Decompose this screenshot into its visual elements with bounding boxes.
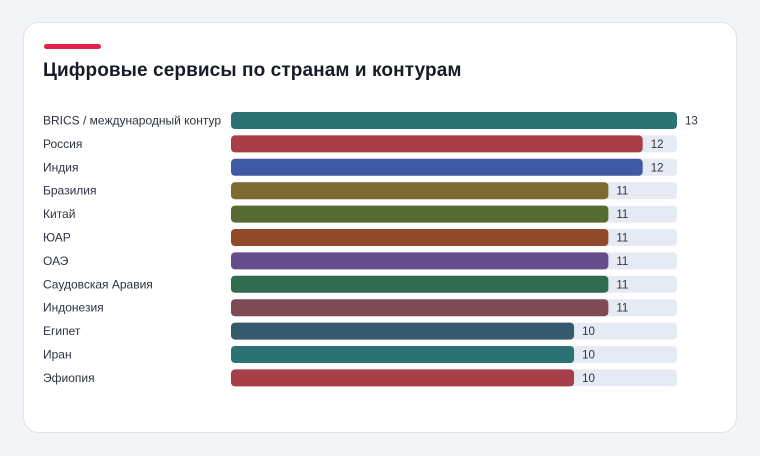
bar-row: Иран 10 [43, 346, 677, 363]
category-label: BRICS / международный контур [43, 114, 221, 128]
category-label: Россия [43, 137, 82, 151]
value-label: 10 [582, 326, 595, 338]
bar-row: Саудовская Аравия 11 [43, 275, 677, 293]
accent-bar [44, 44, 101, 49]
bar [231, 205, 609, 223]
bar [231, 158, 643, 176]
value-label: 13 [685, 116, 698, 128]
category-label: Бразилия [43, 184, 97, 198]
category-label: Индонезия [43, 301, 104, 315]
bar-row: ЮАР 11 [43, 229, 677, 246]
bar [231, 112, 677, 129]
bar [231, 182, 609, 200]
category-label: Эфиопия [43, 371, 95, 385]
bar [231, 299, 609, 317]
value-label: 12 [651, 162, 664, 174]
bar-row: Индия 12 [43, 158, 677, 176]
value-label: 11 [616, 233, 628, 245]
bar-row: Эфиопия 10 [43, 369, 677, 387]
bar-row: Индонезия 11 [43, 299, 677, 317]
value-label: 11 [616, 256, 628, 268]
category-label: Индия [43, 160, 78, 174]
chart-card: Цифровые сервисы по странам и контурам B… [23, 22, 737, 433]
bar [231, 252, 609, 270]
bar [231, 369, 575, 387]
value-label: 10 [582, 350, 595, 362]
bar-row: Египет 10 [43, 322, 677, 340]
value-label: 11 [616, 186, 628, 198]
chart-title: Цифровые сервисы по странам и контурам [43, 60, 462, 81]
value-label: 10 [582, 373, 595, 385]
category-label: ЮАР [43, 231, 71, 245]
category-label: ОАЭ [43, 254, 69, 268]
value-label: 11 [616, 279, 628, 291]
bar-row: Бразилия 11 [43, 182, 677, 200]
bar-row: Китай 11 [43, 205, 677, 223]
category-label: Египет [43, 324, 81, 338]
bar [231, 229, 609, 246]
bar [231, 346, 575, 363]
bar-row: ОАЭ 11 [43, 252, 677, 270]
bar-row: BRICS / международный контур 13 [43, 112, 698, 129]
category-label: Саудовская Аравия [43, 277, 153, 291]
value-label: 11 [616, 303, 628, 315]
category-label: Иран [43, 348, 72, 362]
value-label: 11 [616, 209, 628, 221]
bar [231, 275, 609, 293]
bar-row: Россия 12 [43, 135, 677, 153]
value-label: 12 [651, 139, 664, 151]
category-label: Китай [43, 207, 75, 221]
bar [231, 322, 575, 340]
bar [231, 135, 643, 153]
